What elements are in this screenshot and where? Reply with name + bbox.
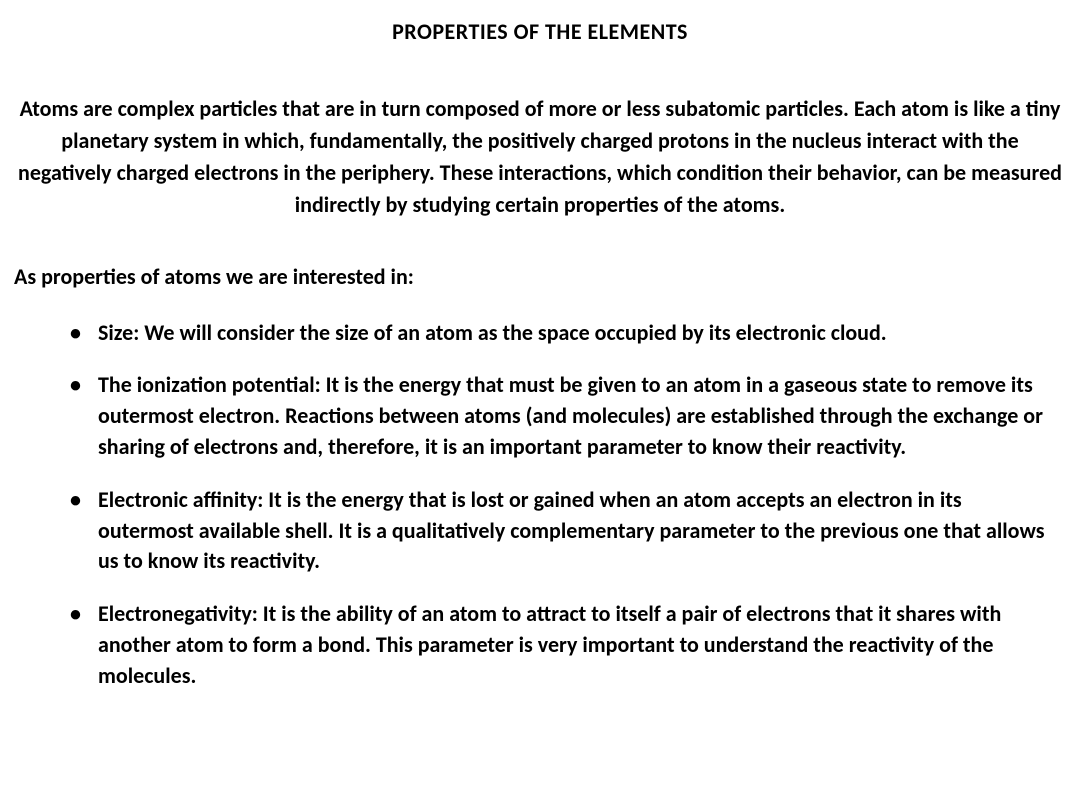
list-item: Size: We will consider the size of an at… xyxy=(70,318,1068,349)
list-item: Electronic affinity: It is the energy th… xyxy=(70,485,1068,577)
properties-subheading: As properties of atoms we are interested… xyxy=(12,263,1068,290)
page-title: PROPERTIES OF THE ELEMENTS xyxy=(12,18,1068,45)
intro-paragraph: Atoms are complex particles that are in … xyxy=(12,93,1068,221)
properties-list: Size: We will consider the size of an at… xyxy=(12,318,1068,692)
list-item: The ionization potential: It is the ener… xyxy=(70,370,1068,462)
list-item: Electronegativity: It is the ability of … xyxy=(70,599,1068,691)
